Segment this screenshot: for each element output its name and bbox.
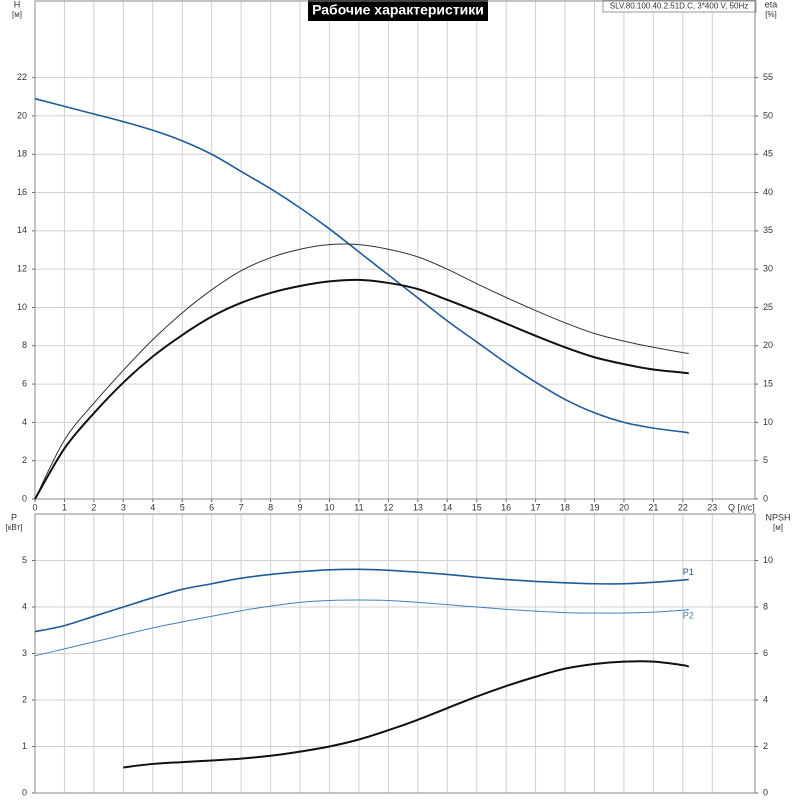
x-tick-label: 1: [62, 502, 67, 512]
y2-tick-label: 2: [763, 741, 768, 751]
x-tick-label: 23: [707, 502, 717, 512]
x-tick-label: 7: [239, 502, 244, 512]
y2-axis-unit: [%]: [765, 10, 777, 19]
y2-tick-label: 25: [763, 302, 773, 312]
y2-axis-unit: [м]: [773, 523, 783, 532]
x-tick-label: 4: [150, 502, 155, 512]
x-tick-label: 11: [354, 502, 363, 512]
x-tick-label: 20: [619, 502, 629, 512]
y2-tick-label: 55: [763, 72, 773, 82]
y-tick-label: 6: [22, 378, 27, 388]
y-tick-label: 0: [22, 493, 27, 503]
x-tick-label: 10: [324, 502, 334, 512]
x-tick-label: 5: [180, 502, 185, 512]
x-tick-label: 0: [32, 502, 37, 512]
y2-tick-label: 5: [763, 455, 768, 465]
y-tick-label: 2: [22, 694, 27, 704]
x-tick-label: 9: [298, 502, 303, 512]
y-tick-label: 0: [22, 787, 27, 797]
y-axis-label: H: [14, 0, 21, 9]
y2-axis-label: eta: [765, 0, 778, 9]
y2-tick-label: 20: [763, 340, 773, 350]
series-label: P2: [683, 611, 694, 621]
y2-tick-label: 35: [763, 225, 773, 235]
series-line: [34, 599, 689, 657]
y2-tick-label: 0: [763, 493, 768, 503]
y-tick-label: 4: [22, 417, 27, 427]
x-tick-label: 8: [268, 502, 273, 512]
x-tick-label: 17: [531, 502, 541, 512]
y2-tick-label: 8: [763, 601, 768, 611]
y-tick-label: 16: [17, 187, 27, 197]
x-tick-label: 15: [472, 502, 482, 512]
y-tick-label: 1: [22, 741, 27, 751]
x-tick-label: 6: [209, 502, 214, 512]
y-tick-label: 18: [17, 149, 27, 159]
x-tick-label: 3: [121, 502, 126, 512]
y2-tick-label: 10: [763, 555, 773, 565]
y2-tick-label: 40: [763, 187, 773, 197]
series-line: [123, 660, 690, 769]
y-axis-unit: [м]: [12, 10, 22, 19]
y-tick-label: 10: [17, 302, 27, 312]
title-box: [308, 0, 488, 21]
series-line: [34, 97, 689, 434]
x-tick-label: 12: [383, 502, 393, 512]
y2-tick-label: 10: [763, 417, 773, 427]
y2-tick-label: 4: [763, 694, 768, 704]
series-line: [34, 568, 689, 633]
series-line: [34, 243, 689, 500]
y-tick-label: 12: [17, 264, 27, 274]
y-tick-label: 5: [22, 555, 27, 565]
y-tick-label: 8: [22, 340, 27, 350]
y-axis-label: P: [11, 512, 17, 522]
subtitle-box: [602, 0, 757, 13]
x-axis-label: Q [л/с]: [728, 502, 755, 512]
y2-tick-label: 50: [763, 110, 773, 120]
series-label: P1: [683, 567, 694, 577]
x-tick-label: 21: [648, 502, 658, 512]
chart-title: Рабочие характеристики: [312, 2, 484, 18]
plot-frame: [34, 513, 756, 794]
series-line: [34, 278, 689, 500]
x-tick-label: 22: [678, 502, 688, 512]
x-tick-label: 16: [501, 502, 511, 512]
y-axis-unit: [кВт]: [6, 523, 23, 532]
y2-tick-label: 6: [763, 648, 768, 658]
y-tick-label: 20: [17, 110, 27, 120]
y-tick-label: 3: [22, 648, 27, 658]
y-tick-label: 14: [17, 225, 27, 235]
chart-subtitle: SLV.80.100.40.2.51D.C, 3*400 V, 50Hz: [610, 2, 748, 11]
y2-tick-label: 30: [763, 264, 773, 274]
y2-tick-label: 15: [763, 378, 773, 388]
x-tick-label: 13: [413, 502, 423, 512]
x-tick-label: 2: [91, 502, 96, 512]
x-tick-label: 18: [560, 502, 570, 512]
plot-frame: [34, 0, 756, 500]
x-tick-label: 14: [442, 502, 452, 512]
y2-axis-label: NPSH: [765, 512, 790, 522]
y-tick-label: 22: [17, 72, 27, 82]
y2-tick-label: 45: [763, 149, 773, 159]
y-tick-label: 4: [22, 601, 27, 611]
x-tick-label: 19: [590, 502, 600, 512]
y-tick-label: 2: [22, 455, 27, 465]
y2-tick-label: 0: [763, 787, 768, 797]
